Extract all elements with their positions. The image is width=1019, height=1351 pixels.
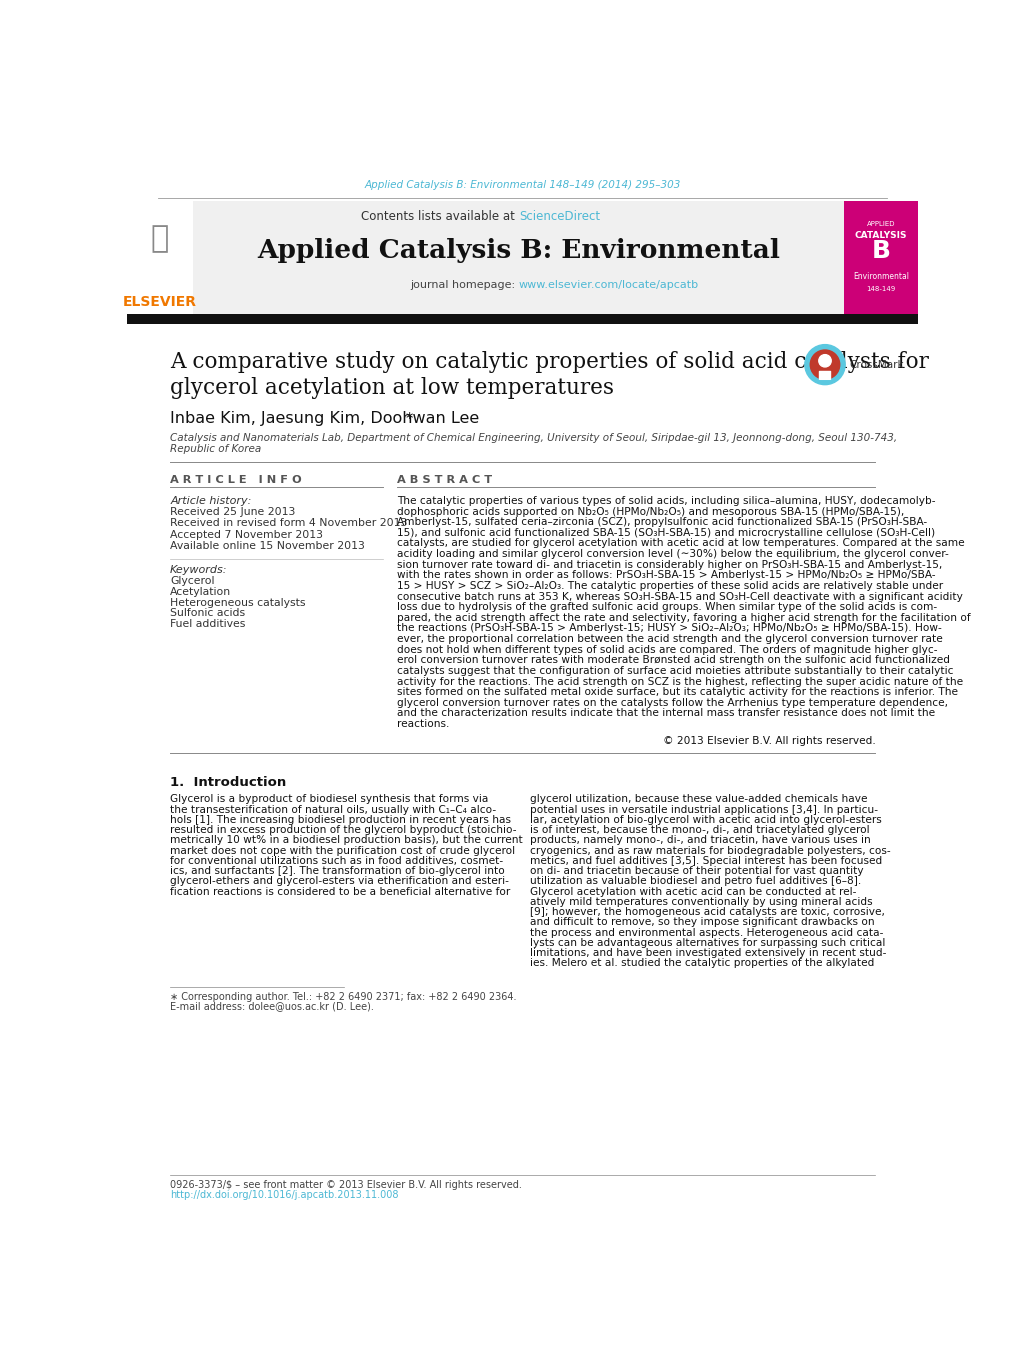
Text: glycerol acetylation at low temperatures: glycerol acetylation at low temperatures: [170, 377, 613, 399]
Text: limitations, and have been investigated extensively in recent stud-: limitations, and have been investigated …: [530, 948, 886, 958]
Text: Available online 15 November 2013: Available online 15 November 2013: [170, 542, 365, 551]
Text: Keywords:: Keywords:: [170, 565, 227, 576]
Text: Article history:: Article history:: [170, 496, 252, 505]
Text: A B S T R A C T: A B S T R A C T: [396, 476, 492, 485]
Text: hols [1]. The increasing biodiesel production in recent years has: hols [1]. The increasing biodiesel produ…: [170, 815, 511, 825]
Text: Received in revised form 4 November 2013: Received in revised form 4 November 2013: [170, 519, 408, 528]
Text: atively mild temperatures conventionally by using mineral acids: atively mild temperatures conventionally…: [530, 897, 872, 907]
Text: consecutive batch runs at 353 K, whereas SO₃H-SBA-15 and SO₃H-Cell deactivate wi: consecutive batch runs at 353 K, whereas…: [396, 592, 962, 601]
Text: acidity loading and similar glycerol conversion level (∼30%) below the equilibri: acidity loading and similar glycerol con…: [396, 549, 948, 559]
Text: http://dx.doi.org/10.1016/j.apcatb.2013.11.008: http://dx.doi.org/10.1016/j.apcatb.2013.…: [170, 1190, 398, 1201]
Text: and difficult to remove, so they impose significant drawbacks on: and difficult to remove, so they impose …: [530, 917, 874, 927]
Text: metics, and fuel additives [3,5]. Special interest has been focused: metics, and fuel additives [3,5]. Specia…: [530, 855, 881, 866]
Text: reactions.: reactions.: [396, 719, 449, 730]
Text: B: B: [870, 239, 890, 262]
Text: Glycerol acetylation with acetic acid can be conducted at rel-: Glycerol acetylation with acetic acid ca…: [530, 886, 856, 897]
Text: with the rates shown in order as follows: PrSO₃H-SBA-15 > Amberlyst-15 > HPMo/Nb: with the rates shown in order as follows…: [396, 570, 934, 581]
Text: Applied Catalysis B: Environmental 148–149 (2014) 295–303: Applied Catalysis B: Environmental 148–1…: [364, 180, 681, 190]
Text: and the characterization results indicate that the internal mass transfer resist: and the characterization results indicat…: [396, 708, 934, 719]
Text: Acetylation: Acetylation: [170, 586, 231, 597]
Text: ever, the proportional correlation between the acid strength and the glycerol co: ever, the proportional correlation betwe…: [396, 634, 942, 644]
Text: 🌿: 🌿: [151, 224, 169, 254]
Text: does not hold when different types of solid acids are compared. The orders of ma: does not hold when different types of so…: [396, 644, 936, 655]
Text: dophosphoric acids supported on Nb₂O₅ (HPMo/Nb₂O₅) and mesoporous SBA-15 (HPMo/S: dophosphoric acids supported on Nb₂O₅ (H…: [396, 507, 904, 516]
Text: market does not cope with the purification cost of crude glycerol: market does not cope with the purificati…: [170, 846, 515, 855]
Text: ∗: ∗: [404, 411, 413, 422]
Text: ScienceDirect: ScienceDirect: [519, 209, 599, 223]
Text: Applied Catalysis B: Environmental: Applied Catalysis B: Environmental: [257, 238, 780, 263]
Text: journal homepage:: journal homepage:: [410, 280, 519, 290]
Text: Heterogeneous catalysts: Heterogeneous catalysts: [170, 597, 306, 608]
Text: cryogenics, and as raw materials for biodegradable polyesters, cos-: cryogenics, and as raw materials for bio…: [530, 846, 891, 855]
Text: Environmental: Environmental: [852, 272, 908, 281]
Text: lar, acetylation of bio-glycerol with acetic acid into glycerol-esters: lar, acetylation of bio-glycerol with ac…: [530, 815, 881, 825]
Text: © 2013 Elsevier B.V. All rights reserved.: © 2013 Elsevier B.V. All rights reserved…: [662, 736, 874, 746]
Text: A R T I C L E   I N F O: A R T I C L E I N F O: [170, 476, 302, 485]
Text: www.elsevier.com/locate/apcatb: www.elsevier.com/locate/apcatb: [519, 280, 698, 290]
Text: 148-149: 148-149: [865, 286, 895, 292]
Text: Republic of Korea: Republic of Korea: [170, 444, 261, 454]
Text: is of interest, because the mono-, di-, and triacetylated glycerol: is of interest, because the mono-, di-, …: [530, 825, 869, 835]
Text: CrossMark: CrossMark: [849, 359, 904, 370]
Text: resulted in excess production of the glycerol byproduct (stoichio-: resulted in excess production of the gly…: [170, 825, 516, 835]
Text: for conventional utilizations such as in food additives, cosmet-: for conventional utilizations such as in…: [170, 855, 502, 866]
Circle shape: [804, 345, 845, 385]
Text: glycerol-ethers and glycerol-esters via etherification and esteri-: glycerol-ethers and glycerol-esters via …: [170, 877, 508, 886]
Text: on di- and triacetin because of their potential for vast quantity: on di- and triacetin because of their po…: [530, 866, 863, 875]
Text: sites formed on the sulfated metal oxide surface, but its catalytic activity for: sites formed on the sulfated metal oxide…: [396, 688, 957, 697]
Text: Sulfonic acids: Sulfonic acids: [170, 608, 245, 619]
Text: Accepted 7 November 2013: Accepted 7 November 2013: [170, 530, 323, 540]
Text: Contents lists available at: Contents lists available at: [361, 209, 519, 223]
Text: glycerol utilization, because these value-added chemicals have: glycerol utilization, because these valu…: [530, 794, 867, 804]
Text: erol conversion turnover rates with moderate Brønsted acid strength on the sulfo: erol conversion turnover rates with mode…: [396, 655, 950, 665]
Text: sion turnover rate toward di- and triacetin is considerably higher on PrSO₃H-SBA: sion turnover rate toward di- and triace…: [396, 559, 942, 570]
FancyBboxPatch shape: [127, 200, 194, 315]
Text: Catalysis and Nanomaterials Lab, Department of Chemical Engineering, University : Catalysis and Nanomaterials Lab, Departm…: [170, 432, 897, 443]
Text: 15 > HUSY > SCZ > SiO₂–Al₂O₃. The catalytic properties of these solid acids are : 15 > HUSY > SCZ > SiO₂–Al₂O₃. The cataly…: [396, 581, 943, 590]
Text: catalysts suggest that the configuration of surface acid moieties attribute subs: catalysts suggest that the configuration…: [396, 666, 953, 676]
Text: fication reactions is considered to be a beneficial alternative for: fication reactions is considered to be a…: [170, 886, 509, 897]
Text: ∗ Corresponding author. Tel.: +82 2 6490 2371; fax: +82 2 6490 2364.: ∗ Corresponding author. Tel.: +82 2 6490…: [170, 992, 516, 1001]
Text: APPLIED: APPLIED: [866, 220, 895, 227]
Text: Amberlyst-15, sulfated ceria–zirconia (SCZ), propylsulfonic acid functionalized : Amberlyst-15, sulfated ceria–zirconia (S…: [396, 517, 926, 527]
Text: Received 25 June 2013: Received 25 June 2013: [170, 507, 296, 516]
Circle shape: [809, 350, 839, 380]
Text: ELSEVIER: ELSEVIER: [123, 296, 197, 309]
Text: Glycerol is a byproduct of biodiesel synthesis that forms via: Glycerol is a byproduct of biodiesel syn…: [170, 794, 488, 804]
Text: the transesterification of natural oils, usually with C₁–C₄ alco-: the transesterification of natural oils,…: [170, 805, 496, 815]
Text: [9]; however, the homogeneous acid catalysts are toxic, corrosive,: [9]; however, the homogeneous acid catal…: [530, 907, 884, 917]
Text: Inbae Kim, Jaesung Kim, Doohwan Lee: Inbae Kim, Jaesung Kim, Doohwan Lee: [170, 411, 479, 426]
FancyBboxPatch shape: [127, 313, 917, 324]
Text: E-mail address: dolee@uos.ac.kr (D. Lee).: E-mail address: dolee@uos.ac.kr (D. Lee)…: [170, 1001, 374, 1012]
Text: lysts can be advantageous alternatives for surpassing such critical: lysts can be advantageous alternatives f…: [530, 938, 886, 948]
Text: 0926-3373/$ – see front matter © 2013 Elsevier B.V. All rights reserved.: 0926-3373/$ – see front matter © 2013 El…: [170, 1179, 522, 1190]
FancyBboxPatch shape: [818, 370, 830, 380]
Text: 15), and sulfonic acid functionalized SBA-15 (SO₃H-SBA-15) and microcrystalline : 15), and sulfonic acid functionalized SB…: [396, 528, 934, 538]
Text: the reactions (PrSO₃H-SBA-15 > Amberlyst-15; HUSY > SiO₂–Al₂O₃; HPMo/Nb₂O₅ ≥ HPM: the reactions (PrSO₃H-SBA-15 > Amberlyst…: [396, 623, 941, 634]
Text: CATALYSIS: CATALYSIS: [854, 231, 906, 239]
Text: Fuel additives: Fuel additives: [170, 619, 246, 630]
Text: products, namely mono-, di-, and triacetin, have various uses in: products, namely mono-, di-, and triacet…: [530, 835, 870, 846]
Text: potential uses in versatile industrial applications [3,4]. In particu-: potential uses in versatile industrial a…: [530, 805, 877, 815]
FancyBboxPatch shape: [194, 200, 844, 315]
Text: loss due to hydrolysis of the grafted sulfonic acid groups. When similar type of: loss due to hydrolysis of the grafted su…: [396, 603, 936, 612]
Text: Glycerol: Glycerol: [170, 576, 214, 586]
Text: 1.  Introduction: 1. Introduction: [170, 775, 286, 789]
Text: The catalytic properties of various types of solid acids, including silica–alumi: The catalytic properties of various type…: [396, 496, 934, 505]
Text: A comparative study on catalytic properties of solid acid catalysts for: A comparative study on catalytic propert…: [170, 351, 928, 373]
FancyBboxPatch shape: [844, 200, 917, 315]
Text: glycerol conversion turnover rates on the catalysts follow the Arrhenius type te: glycerol conversion turnover rates on th…: [396, 698, 948, 708]
Circle shape: [818, 354, 830, 367]
Text: pared, the acid strength affect the rate and selectivity, favoring a higher acid: pared, the acid strength affect the rate…: [396, 613, 970, 623]
Text: metrically 10 wt% in a biodiesel production basis), but the current: metrically 10 wt% in a biodiesel product…: [170, 835, 523, 846]
Text: utilization as valuable biodiesel and petro fuel additives [6–8].: utilization as valuable biodiesel and pe…: [530, 877, 861, 886]
Text: activity for the reactions. The acid strength on SCZ is the highest, reflecting : activity for the reactions. The acid str…: [396, 677, 962, 686]
Text: catalysts, are studied for glycerol acetylation with acetic acid at low temperat: catalysts, are studied for glycerol acet…: [396, 539, 964, 549]
Text: ics, and surfactants [2]. The transformation of bio-glycerol into: ics, and surfactants [2]. The transforma…: [170, 866, 504, 875]
Text: ies. Melero et al. studied the catalytic properties of the alkylated: ies. Melero et al. studied the catalytic…: [530, 958, 874, 969]
Text: the process and environmental aspects. Heterogeneous acid cata-: the process and environmental aspects. H…: [530, 928, 883, 938]
